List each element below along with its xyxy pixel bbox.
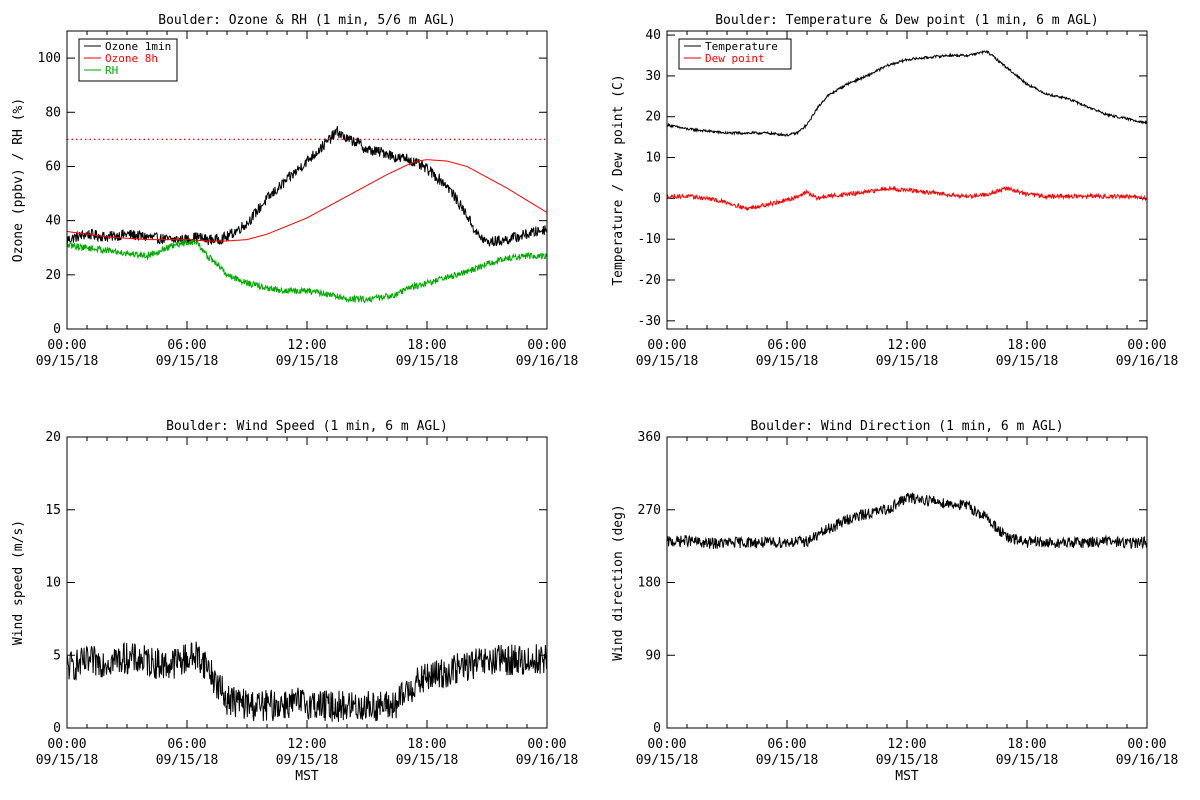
x-tick-label-date: 09/16/18	[1116, 354, 1179, 369]
x-tick-label-date: 09/15/18	[396, 753, 459, 768]
x-tick-label-time: 06:00	[767, 737, 806, 752]
chart-title: Boulder: Temperature & Dew point (1 min,…	[715, 13, 1099, 28]
plot-frame	[666, 436, 1148, 729]
x-axis-label: MST	[295, 769, 319, 784]
y-tick-label: 360	[638, 430, 661, 445]
y-tick-label: 90	[645, 648, 661, 663]
series-line-ozone-8h	[67, 159, 547, 242]
y-tick-label: 100	[38, 51, 61, 66]
x-tick-label-time: 00:00	[527, 338, 566, 353]
y-axis-label: Wind speed (m/s)	[11, 520, 26, 645]
x-tick-label-time: 06:00	[167, 737, 206, 752]
x-tick-label-date: 09/15/18	[636, 354, 699, 369]
plot-frame	[66, 436, 548, 729]
y-tick-label: 15	[45, 503, 61, 518]
x-tick-label-time: 00:00	[47, 737, 86, 752]
x-axis-label: MST	[895, 769, 919, 784]
y-tick-label: -30	[638, 314, 661, 329]
y-tick-label: 180	[638, 576, 661, 591]
x-tick-label-time: 06:00	[767, 338, 806, 353]
y-tick-label: 20	[45, 268, 61, 283]
x-tick-label-date: 09/16/18	[516, 354, 579, 369]
x-tick-label-date: 09/16/18	[516, 753, 579, 768]
x-tick-label-date: 09/15/18	[636, 753, 699, 768]
y-tick-label: 20	[45, 430, 61, 445]
y-axis-label: Temperature / Dew point (C)	[611, 74, 626, 285]
y-tick-label: 270	[638, 503, 661, 518]
y-tick-label: 80	[45, 105, 61, 120]
x-tick-label-date: 09/15/18	[36, 753, 99, 768]
legend-entry: Ozone 1min	[105, 40, 171, 53]
legend-entry: Dew point	[705, 52, 765, 65]
x-tick-label-time: 00:00	[47, 338, 86, 353]
series-line-wind_speed	[67, 641, 547, 722]
x-tick-label-time: 00:00	[1127, 737, 1166, 752]
chart-panel-temp_dew: Boulder: Temperature & Dew point (1 min,…	[611, 13, 1178, 369]
x-tick-label-date: 09/16/18	[1116, 753, 1179, 768]
y-tick-label: 0	[653, 191, 661, 206]
x-tick-label-time: 12:00	[287, 737, 326, 752]
x-tick-label-time: 12:00	[287, 338, 326, 353]
x-tick-label-time: 12:00	[887, 737, 926, 752]
legend-entry: Ozone 8h	[105, 52, 158, 65]
y-axis-label: Ozone (ppbv) / RH (%)	[11, 98, 26, 262]
chart-title: Boulder: Ozone & RH (1 min, 5/6 m AGL)	[158, 13, 455, 28]
x-tick-label-date: 09/15/18	[996, 753, 1059, 768]
y-tick-label: 40	[645, 28, 661, 43]
x-tick-label-date: 09/15/18	[756, 354, 819, 369]
y-tick-label: -20	[638, 273, 661, 288]
y-tick-label: 0	[653, 721, 661, 736]
y-axis-label: Wind direction (deg)	[611, 504, 626, 661]
x-tick-label-time: 18:00	[1007, 737, 1046, 752]
x-tick-label-time: 18:00	[407, 737, 446, 752]
x-tick-label-date: 09/15/18	[156, 753, 219, 768]
series-line-wind_dir	[667, 492, 1147, 550]
x-tick-label-date: 09/15/18	[36, 354, 99, 369]
x-tick-label-date: 09/15/18	[756, 753, 819, 768]
y-tick-label: 20	[645, 110, 661, 125]
y-tick-label: 10	[645, 151, 661, 166]
x-tick-label-time: 00:00	[647, 737, 686, 752]
x-tick-label-time: 00:00	[1127, 338, 1166, 353]
series-line-dew-point	[667, 185, 1147, 211]
y-tick-label: 30	[645, 69, 661, 84]
chart-panel-wind_dir: Boulder: Wind Direction (1 min, 6 m AGL)…	[611, 419, 1178, 784]
y-tick-label: 60	[45, 159, 61, 174]
x-tick-label-date: 09/15/18	[276, 354, 339, 369]
x-tick-label-time: 18:00	[407, 338, 446, 353]
x-tick-label-date: 09/15/18	[396, 354, 459, 369]
y-tick-label: 0	[53, 322, 61, 337]
x-tick-label-time: 00:00	[527, 737, 566, 752]
y-tick-label: 5	[53, 648, 61, 663]
x-tick-label-date: 09/15/18	[276, 753, 339, 768]
x-tick-label-date: 09/15/18	[876, 354, 939, 369]
chart-title: Boulder: Wind Direction (1 min, 6 m AGL)	[750, 419, 1063, 434]
y-tick-label: -10	[638, 232, 661, 247]
plot-frame	[666, 30, 1148, 330]
x-tick-label-time: 00:00	[647, 338, 686, 353]
x-tick-label-time: 18:00	[1007, 338, 1046, 353]
series-line-temperature	[667, 50, 1147, 138]
y-tick-label: 40	[45, 214, 61, 229]
legend-entry: RH	[105, 64, 118, 77]
chart-panel-wind_speed: Boulder: Wind Speed (1 min, 6 m AGL) Wind…	[11, 419, 578, 784]
legend-entry: Temperature	[705, 40, 778, 53]
series-line-rh	[67, 238, 547, 304]
x-tick-label-date: 09/15/18	[996, 354, 1059, 369]
x-tick-label-date: 09/15/18	[876, 753, 939, 768]
plot-frame	[66, 30, 548, 330]
chart-panel-ozone_rh: Boulder: Ozone & RH (1 min, 5/6 m AGL) Oz…	[11, 13, 578, 369]
x-tick-label-date: 09/15/18	[156, 354, 219, 369]
legend-box	[678, 38, 792, 70]
x-tick-label-time: 12:00	[887, 338, 926, 353]
y-tick-label: 0	[53, 721, 61, 736]
chart-title: Boulder: Wind Speed (1 min, 6 m AGL)	[166, 419, 448, 434]
x-tick-label-time: 06:00	[167, 338, 206, 353]
y-tick-label: 10	[45, 576, 61, 591]
series-line-ozone-1min	[67, 126, 547, 247]
